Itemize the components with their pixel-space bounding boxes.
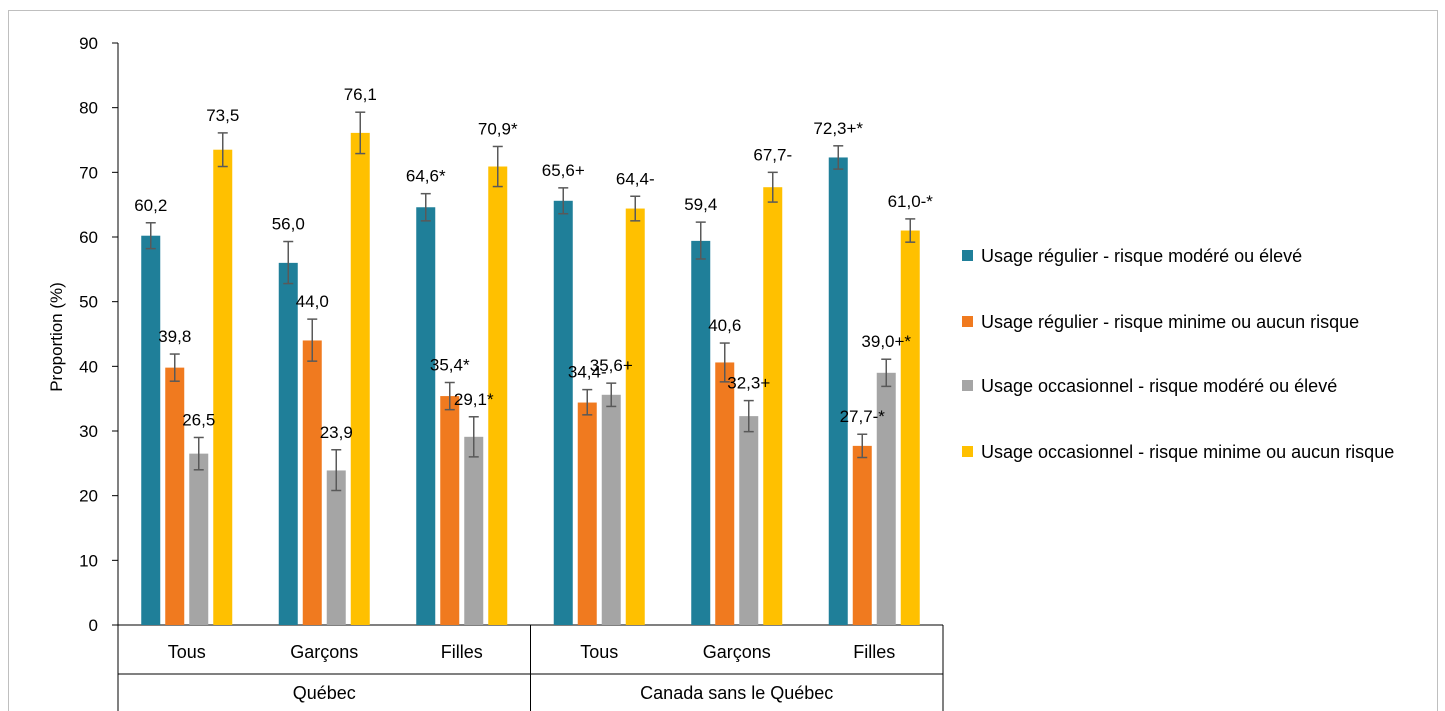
data-label: 76,1 <box>344 85 377 104</box>
x-tick-label: Filles <box>441 642 483 662</box>
bar <box>625 208 645 625</box>
data-label: 35,4* <box>430 356 470 375</box>
y-tick-label: 80 <box>79 99 98 118</box>
bars <box>141 111 920 626</box>
bar <box>189 453 209 625</box>
bar <box>464 436 484 625</box>
legend-swatch <box>962 380 973 391</box>
bar <box>577 402 597 625</box>
data-label: 23,9 <box>320 423 353 442</box>
bar <box>302 340 322 625</box>
data-label: 73,5 <box>206 106 239 125</box>
data-label: 35,6+ <box>590 356 633 375</box>
x-tick-label: Garçons <box>703 642 771 662</box>
y-tick-label: 10 <box>79 551 98 570</box>
y-tick-label: 30 <box>79 422 98 441</box>
legend-label: Usage occasionnel - risque modéré ou éle… <box>981 376 1337 396</box>
data-label: 44,0 <box>296 292 329 311</box>
legend-swatch <box>962 446 973 457</box>
data-label: 60,2 <box>134 196 167 215</box>
bar <box>440 396 460 625</box>
x-tick-label: Garçons <box>290 642 358 662</box>
bar <box>488 166 508 625</box>
legend-swatch <box>962 250 973 261</box>
x-tick-label: Tous <box>580 642 618 662</box>
bar <box>691 240 711 625</box>
data-label: 34,4- <box>568 363 607 382</box>
bar <box>852 445 872 625</box>
data-label: 64,6* <box>406 167 446 186</box>
bar <box>763 187 783 625</box>
data-label: 27,7-* <box>840 407 886 426</box>
group-label: Québec <box>293 683 356 703</box>
data-label: 39,8 <box>158 327 191 346</box>
bar <box>350 132 370 626</box>
x-tick-label: Tous <box>168 642 206 662</box>
data-label: 39,0+* <box>861 332 911 351</box>
bar <box>553 200 573 625</box>
legend-swatch <box>962 316 973 327</box>
bar <box>739 416 759 625</box>
y-tick-label: 20 <box>79 487 98 506</box>
y-tick-label: 40 <box>79 357 98 376</box>
data-label: 65,6+ <box>542 161 585 180</box>
bar <box>278 262 298 625</box>
legend-label: Usage régulier - risque minime ou aucun … <box>981 312 1359 332</box>
y-tick-label: 90 <box>79 34 98 53</box>
bar <box>715 362 735 625</box>
data-label: 64,4- <box>616 169 655 188</box>
data-label: 59,4 <box>684 195 717 214</box>
bar <box>876 372 896 625</box>
bar <box>141 235 161 625</box>
data-label: 56,0 <box>272 215 305 234</box>
legend-label: Usage occasionnel - risque minime ou auc… <box>981 442 1394 462</box>
group-label: Canada sans le Québec <box>640 683 833 703</box>
bar <box>601 394 621 625</box>
y-tick-label: 70 <box>79 163 98 182</box>
data-label: 40,6 <box>708 316 741 335</box>
data-label: 67,7- <box>753 145 792 164</box>
legend: Usage régulier - risque modéré ou élevé U… <box>962 246 1394 462</box>
bar <box>213 149 233 625</box>
data-label: 32,3+ <box>727 374 770 393</box>
bar <box>165 367 185 625</box>
data-label: 29,1* <box>454 390 494 409</box>
bar <box>326 470 346 625</box>
data-label: 72,3+* <box>813 119 863 138</box>
x-tick-label: Filles <box>853 642 895 662</box>
data-label: 26,5 <box>182 410 215 429</box>
y-axis-label: Proportion (%) <box>47 282 66 392</box>
bar <box>416 207 436 625</box>
bar <box>828 157 848 625</box>
y-tick-label: 0 <box>89 616 98 635</box>
y-tick-label: 50 <box>79 293 98 312</box>
y-tick-label: 60 <box>79 228 98 247</box>
data-label: 61,0-* <box>888 192 934 211</box>
data-labels: 60,2 56,0 64,6* 65,6+ 59,4 72,3+* 39,8 44,0 35,4… <box>134 85 933 442</box>
legend-label: Usage régulier - risque modéré ou élevé <box>981 246 1302 266</box>
data-label: 70,9* <box>478 119 518 138</box>
axes: 0 10 20 30 40 50 60 70 80 90 Tous Garçons Filles Québ… <box>79 34 944 711</box>
bar <box>900 230 920 626</box>
